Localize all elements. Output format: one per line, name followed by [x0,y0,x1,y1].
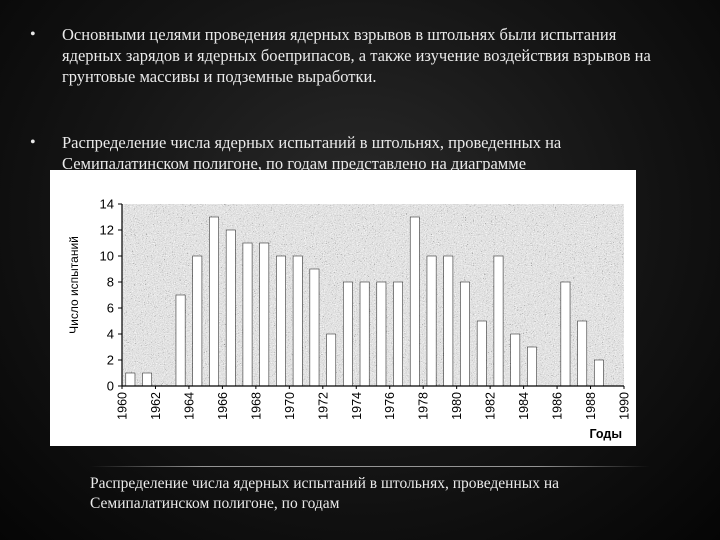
bar-1969 [259,242,270,387]
bullet-2-marker: • [30,134,36,151]
y-tick-label: 12 [100,223,114,238]
x-tick-label: 1972 [316,392,330,420]
y-tick-label: 14 [100,197,114,212]
bar-chart: 0 2 4 6 8 10 12 14 1960 1962 1964 1966 1968 1970 1972 1… [67,197,632,442]
bar-1965 [192,255,203,387]
x-tick-label: 1960 [116,392,130,420]
x-tick-label: 1976 [383,392,397,420]
chart-frame: 0 2 4 6 8 10 12 14 1960 1962 1964 1966 1968 1970 1972 1… [50,170,636,446]
y-axis-title: Число испытаний [67,236,81,334]
y-tick-label: 8 [107,275,114,290]
bar-1978 [409,216,420,387]
bar-1976 [376,281,387,387]
bar-1980 [443,255,454,387]
bar-1979 [426,255,437,387]
y-tick-label: 6 [107,301,114,316]
y-tick-label: 0 [107,379,114,394]
y-tick-label: 2 [107,353,114,368]
bar-1971 [292,255,303,387]
x-tick-label: 1982 [484,392,498,420]
x-tick-label: 1988 [584,392,598,420]
x-tick-label: 1978 [417,392,431,420]
caption-divider [90,466,650,467]
x-tick-label: 1968 [249,392,263,420]
y-tick-label: 10 [100,249,114,264]
bar-1977 [393,281,404,387]
bar-1987 [560,281,571,387]
x-tick-label: 1986 [551,392,565,420]
bar-1972 [309,268,320,387]
bar-1984 [510,333,521,387]
bar-1985 [527,346,537,387]
bar-1970 [276,255,286,387]
chart-caption: Распределение числа ядерных испытаний в … [90,475,559,512]
bar-1961 [125,372,136,387]
x-tick-label: 1984 [517,392,531,420]
x-tick-label: 1964 [182,392,196,420]
bar-1988 [577,320,588,387]
bar-1975 [359,281,370,387]
bar-1989 [593,359,604,387]
plot-area [122,204,624,386]
bar-1974 [342,281,353,387]
x-tick-label: 1974 [350,392,364,420]
x-tick-label: 1966 [216,392,230,420]
bar-1982 [476,320,487,387]
bar-1983 [493,255,504,387]
y-tick-label: 4 [107,327,114,342]
x-tick-label: 1970 [283,392,297,420]
bullet-2-text: Распределение числа ядерных испытаний в … [62,133,562,170]
bar-1962 [142,372,153,387]
bar-1964 [175,294,186,387]
x-axis-title: Годы [589,427,622,441]
bar-1968 [242,242,253,387]
bar-1973 [326,333,337,387]
x-tick-label: 1980 [450,392,464,420]
bullet-1-marker: • [30,26,36,43]
bar-1981 [460,281,470,387]
x-tick-label: 1962 [149,392,163,420]
bullet-1-text: Основными целями проведения ядерных взры… [62,25,651,86]
x-tick-label: 1990 [618,392,632,420]
bar-1967 [225,229,236,387]
bar-1966 [209,216,219,387]
